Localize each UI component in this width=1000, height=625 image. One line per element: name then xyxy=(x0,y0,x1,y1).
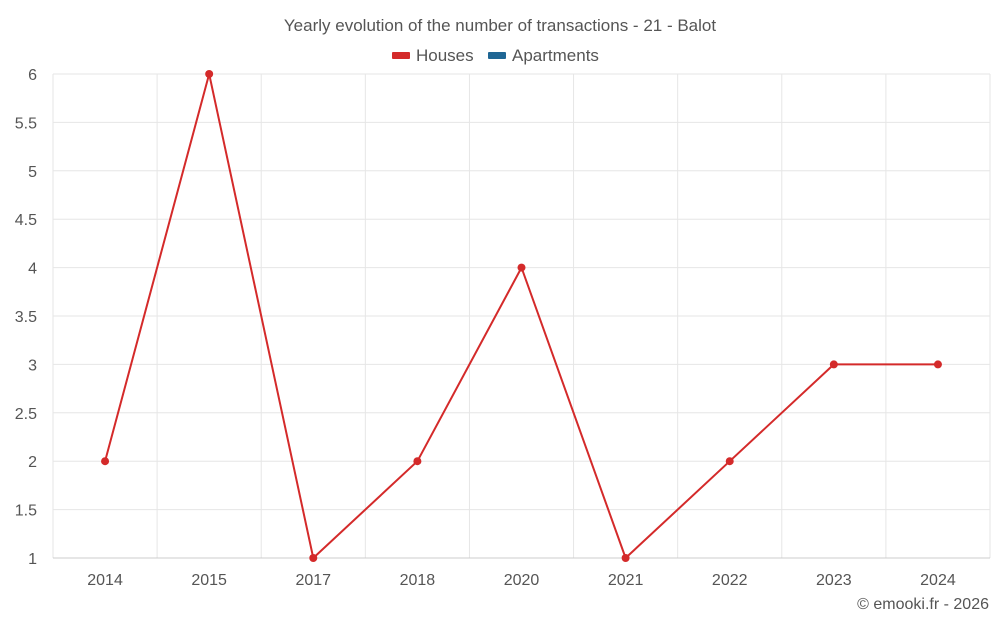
y-tick-label: 5.5 xyxy=(15,115,37,132)
x-tick-label: 2023 xyxy=(816,572,852,589)
x-axis: 2014 2015 2017 2018 2020 2021 2022 2023 2024 xyxy=(53,557,990,589)
legend-swatch-apartments xyxy=(488,52,506,59)
data-point[interactable] xyxy=(933,360,942,369)
y-tick-label: 3.5 xyxy=(15,309,37,326)
legend-label-houses: Houses xyxy=(416,46,474,65)
legend: Houses Apartments xyxy=(392,46,599,65)
data-point[interactable] xyxy=(205,70,214,78)
data-point[interactable] xyxy=(309,554,318,562)
legend-label-apartments: Apartments xyxy=(512,46,599,65)
y-tick-label: 1.5 xyxy=(15,503,37,520)
data-point[interactable] xyxy=(621,554,630,562)
y-tick-label: 1 xyxy=(28,551,37,568)
data-point[interactable] xyxy=(413,457,422,466)
y-tick-label: 2 xyxy=(28,454,37,471)
x-tick-label: 2017 xyxy=(295,572,331,589)
x-tick-label: 2014 xyxy=(87,572,123,589)
x-tick-label: 2020 xyxy=(504,572,540,589)
x-tick-label: 2018 xyxy=(400,572,436,589)
data-point[interactable] xyxy=(829,360,838,369)
y-tick-label: 4.5 xyxy=(15,212,37,229)
data-point[interactable] xyxy=(517,263,526,272)
data-point[interactable] xyxy=(101,457,110,466)
x-tick-label: 2015 xyxy=(191,572,227,589)
y-tick-label: 5 xyxy=(28,164,37,181)
y-axis: 1 1.5 2 2.5 3 3.5 4 4.5 5 5.5 6 xyxy=(15,67,37,568)
data-point[interactable] xyxy=(725,457,734,466)
x-tick-label: 2024 xyxy=(920,572,956,589)
legend-swatch-houses xyxy=(392,52,410,59)
chart-title: Yearly evolution of the number of transa… xyxy=(284,16,716,35)
y-tick-label: 6 xyxy=(28,67,37,84)
legend-item-houses[interactable]: Houses xyxy=(392,46,474,65)
y-tick-label: 2.5 xyxy=(15,406,37,423)
gridlines xyxy=(52,73,991,558)
series-houses xyxy=(101,70,942,562)
credit-text: © emooki.fr - 2026 xyxy=(857,596,989,613)
x-tick-label: 2021 xyxy=(608,572,644,589)
legend-item-apartments[interactable]: Apartments xyxy=(488,46,599,65)
y-tick-label: 4 xyxy=(28,261,37,278)
x-tick-label: 2022 xyxy=(712,572,748,589)
y-tick-label: 3 xyxy=(28,357,37,374)
